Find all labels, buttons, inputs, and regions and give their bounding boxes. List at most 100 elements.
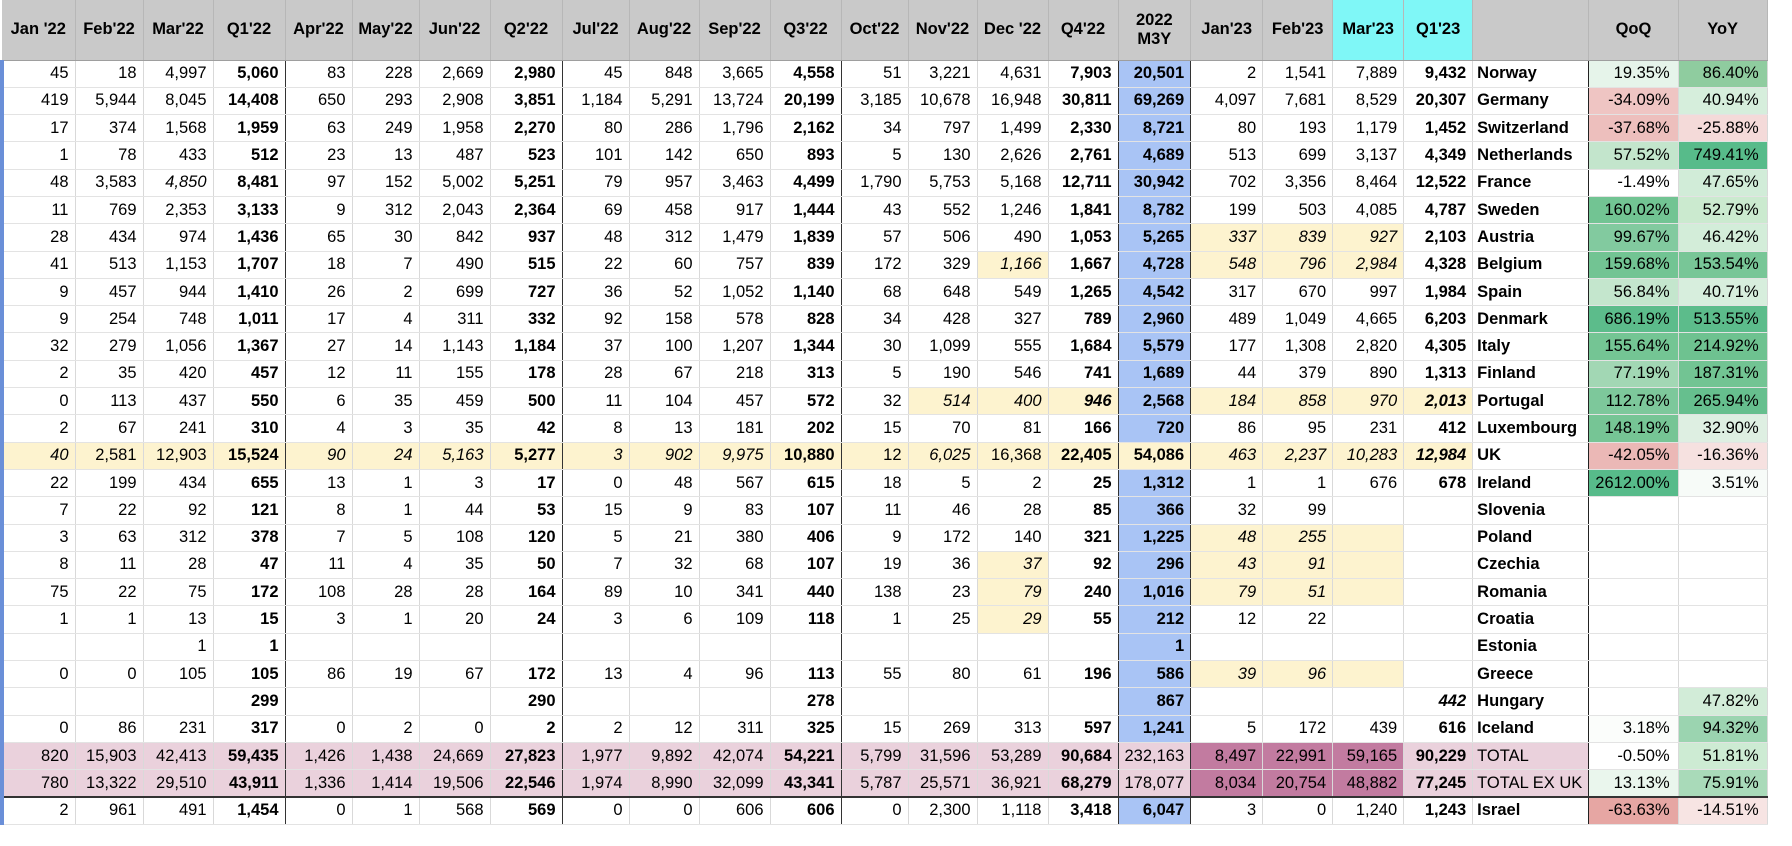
column-header[interactable]: Dec '22 [977,0,1049,61]
data-cell[interactable]: 63 [75,524,144,552]
country-cell[interactable]: Netherlands [1472,141,1590,170]
data-cell[interactable]: 4,787 [1403,196,1474,225]
data-cell[interactable]: 21 [629,524,700,552]
data-cell[interactable]: 12 [1190,605,1264,634]
data-cell[interactable]: 22 [75,578,144,607]
data-cell[interactable]: 650 [285,87,353,116]
data-cell[interactable]: 4,665 [1332,305,1405,334]
data-cell[interactable]: 59,165 [1332,742,1405,771]
data-cell[interactable]: 37 [977,551,1049,580]
data-cell[interactable]: 18 [841,469,909,498]
data-cell[interactable]: 5,277 [490,442,563,470]
qoq-cell[interactable]: 2612.00% [1588,469,1679,498]
data-cell[interactable]: 83 [699,496,771,525]
data-cell[interactable]: 279 [75,332,144,361]
data-cell[interactable] [1403,578,1474,607]
data-cell[interactable]: 10,880 [770,442,842,470]
data-cell[interactable]: 515 [490,251,563,279]
data-cell[interactable]: 1,414 [352,769,420,798]
data-cell[interactable]: 32,099 [699,769,771,798]
country-cell[interactable]: Estonia [1472,633,1590,662]
data-cell[interactable]: 419 [0,87,76,116]
data-cell[interactable]: 374 [75,114,144,143]
data-cell[interactable]: 1 [0,141,76,170]
data-cell[interactable]: 37 [562,332,630,361]
data-cell[interactable]: 22,546 [490,769,563,798]
data-cell[interactable]: 858 [1262,387,1334,416]
data-cell[interactable]: 68 [699,551,771,580]
data-cell[interactable] [1332,687,1405,716]
data-cell[interactable]: 4,305 [1403,332,1474,361]
data-cell[interactable] [562,633,630,662]
data-cell[interactable]: 327 [977,305,1049,334]
data-cell[interactable]: 68 [841,278,909,307]
data-cell[interactable]: 2,237 [1262,442,1334,470]
data-cell[interactable]: 75 [143,578,214,607]
data-cell[interactable]: 491 [143,796,214,825]
data-cell[interactable]: 1,207 [699,332,771,361]
data-cell[interactable]: 172 [841,251,909,279]
data-cell[interactable]: 86 [1190,414,1264,443]
data-cell[interactable]: 3 [0,524,76,552]
data-cell[interactable]: 4,542 [1118,278,1192,307]
data-cell[interactable]: 22,991 [1262,742,1334,771]
data-cell[interactable]: 97 [285,169,353,197]
data-cell[interactable]: 199 [1190,196,1264,225]
data-cell[interactable]: 8,464 [1332,169,1405,197]
data-cell[interactable]: 937 [490,223,563,252]
data-cell[interactable]: 27 [285,332,353,361]
data-cell[interactable]: 1 [352,496,420,525]
column-header[interactable]: Q2'22 [490,0,563,61]
data-cell[interactable]: 20,199 [770,87,842,116]
country-cell[interactable]: Denmark [1472,305,1590,334]
column-header[interactable]: Q1'23 [1403,0,1474,61]
data-cell[interactable]: 1,240 [1332,796,1405,825]
data-cell[interactable]: 8 [0,551,76,580]
data-cell[interactable]: 23 [285,141,353,170]
data-cell[interactable]: 312 [352,196,420,225]
data-cell[interactable]: 0 [841,796,909,825]
data-cell[interactable]: 8,529 [1332,87,1405,116]
data-cell[interactable]: 44 [419,496,491,525]
data-cell[interactable]: 457 [699,387,771,416]
data-cell[interactable] [1403,633,1474,662]
data-cell[interactable]: 24 [352,442,420,470]
yoy-cell[interactable]: 47.65% [1678,169,1768,197]
data-cell[interactable]: 1,974 [562,769,630,798]
yoy-cell[interactable] [1678,578,1768,607]
data-cell[interactable]: 28 [562,360,630,389]
data-cell[interactable]: 597 [1048,715,1119,743]
data-cell[interactable]: 313 [977,715,1049,743]
data-cell[interactable]: 43,911 [213,769,286,798]
data-cell[interactable]: 463 [1190,442,1264,470]
data-cell[interactable]: 2,568 [1118,387,1192,416]
column-header[interactable]: Jan '22 [2,0,76,61]
qoq-cell[interactable]: 13.13% [1588,769,1679,798]
data-cell[interactable]: 48 [629,469,700,498]
data-cell[interactable]: 5,579 [1118,332,1192,361]
qoq-cell[interactable]: -37.68% [1588,114,1679,143]
data-cell[interactable]: 3 [562,605,630,634]
data-cell[interactable]: 2 [352,715,420,743]
data-cell[interactable]: 15 [841,715,909,743]
data-cell[interactable]: 28 [143,551,214,580]
data-cell[interactable]: 83 [285,60,353,88]
data-cell[interactable]: 30,811 [1048,87,1119,116]
data-cell[interactable]: 95 [1262,414,1334,443]
data-cell[interactable]: 90,684 [1048,742,1119,771]
data-cell[interactable]: 434 [143,469,214,498]
yoy-cell[interactable]: 265.94% [1678,387,1768,416]
column-header[interactable]: Feb'23 [1262,0,1334,61]
data-cell[interactable]: 1 [213,633,286,662]
data-cell[interactable]: 311 [699,715,771,743]
data-cell[interactable]: 820 [0,742,76,771]
data-cell[interactable]: 567 [699,469,771,498]
qoq-cell[interactable] [1588,633,1679,662]
data-cell[interactable]: 9,975 [699,442,771,470]
data-cell[interactable] [0,633,76,662]
data-cell[interactable]: 313 [770,360,842,389]
data-cell[interactable]: 105 [143,660,214,689]
data-cell[interactable]: 1,184 [490,332,563,361]
country-cell[interactable]: Luxembourg [1472,414,1590,443]
data-cell[interactable]: 1,499 [977,114,1049,143]
